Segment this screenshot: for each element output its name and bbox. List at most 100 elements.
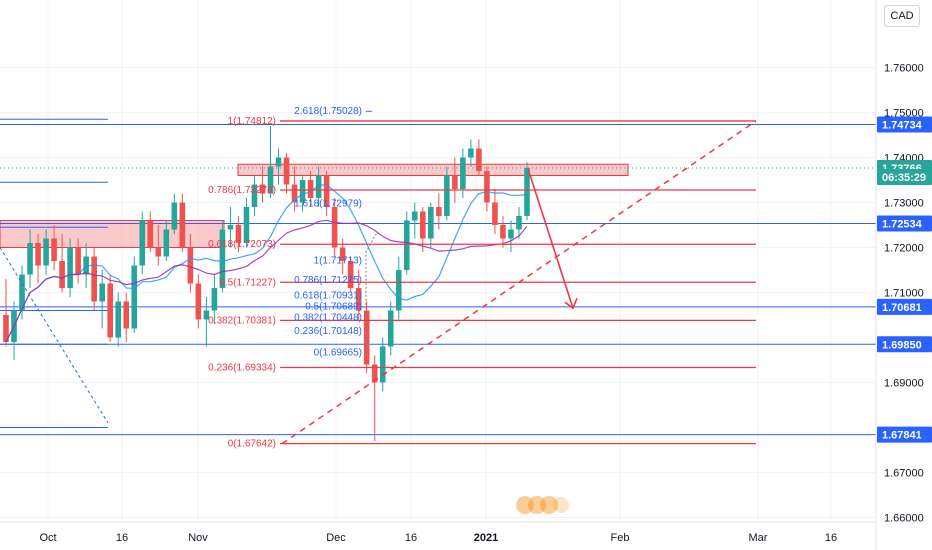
candle-body	[3, 315, 9, 342]
fib-level-label: 0.5(1.71227)	[219, 277, 276, 288]
price-tag-box	[877, 426, 932, 443]
candle-body	[347, 261, 354, 288]
candle-body	[235, 225, 242, 243]
price-tag-label: 1.74734	[882, 119, 923, 131]
fib-ext-label: 0(1.69665)	[314, 348, 362, 359]
candle-body	[139, 220, 146, 266]
candle-body	[107, 283, 113, 338]
fib-ext-label: 2.618(1.75028)	[294, 106, 362, 117]
candle-body	[59, 261, 65, 288]
supply-zone	[237, 163, 629, 176]
candle-body	[251, 184, 258, 207]
price-tag-box	[877, 215, 932, 232]
x-tick-label: Nov	[188, 532, 208, 544]
candle-body	[219, 229, 226, 288]
price-tag-label: 1.69850	[882, 339, 922, 351]
fib-level-label: 0.786(1.73278)	[208, 185, 276, 196]
x-tick-label: Mar	[749, 532, 768, 544]
candle-body	[267, 166, 274, 194]
candle-body	[195, 283, 202, 320]
price-tag-box	[877, 336, 932, 353]
arrow-head-icon	[564, 297, 578, 310]
y-tick-label: 1.76000	[884, 63, 924, 75]
candle-body	[131, 265, 138, 329]
candle-body	[91, 256, 97, 302]
y-tick-label: 1.69000	[884, 378, 924, 390]
candle-body	[395, 270, 402, 311]
candle-body	[259, 184, 266, 194]
candle-body	[171, 202, 178, 230]
dashed-trendline	[281, 120, 757, 445]
projection-arrow	[527, 168, 574, 309]
x-tick-label: Dec	[326, 532, 346, 544]
fib-level-label: 0.618(1.72073)	[208, 239, 276, 250]
x-tick-label: 2021	[474, 532, 498, 544]
candle-body	[339, 247, 346, 261]
fib-ext-label: 0.236(1.70148)	[294, 326, 362, 337]
candle-body	[179, 202, 186, 248]
candle-body	[227, 225, 234, 230]
candle-body	[211, 288, 218, 311]
price-tag-box	[877, 169, 932, 186]
candle-body	[51, 238, 57, 261]
y-tick-label: 1.66000	[884, 513, 924, 525]
price-tag-box	[877, 298, 932, 315]
y-tick-label: 1.71000	[884, 288, 924, 300]
x-tick-label: Oct	[39, 532, 56, 544]
candle-body	[460, 157, 466, 189]
dotted-trendline	[0, 247, 109, 424]
candle-body	[155, 247, 162, 257]
candle-body	[99, 283, 105, 302]
moving-average-line	[5, 184, 528, 343]
candle-body	[163, 229, 170, 257]
candle-body	[187, 247, 194, 284]
price-tag-label: 1.72534	[882, 218, 923, 230]
candle-body	[444, 175, 450, 216]
candle-body	[436, 207, 442, 216]
x-tick-label: 16	[405, 532, 417, 544]
candle-body	[27, 243, 33, 275]
candle-body	[291, 184, 298, 203]
candle-body	[379, 346, 386, 383]
candle-body	[275, 157, 282, 167]
candle-body	[468, 148, 474, 158]
candle-body	[492, 202, 498, 225]
tradingview-logo-icon	[516, 496, 569, 514]
candle-body	[355, 288, 362, 311]
candle-body	[43, 238, 49, 266]
candle-body	[147, 220, 154, 248]
candle-body	[203, 310, 210, 320]
candle-body	[243, 207, 250, 243]
candle-body	[516, 216, 522, 230]
candle-body	[371, 364, 378, 383]
fib-ext-label: 0.618(1.70931)	[294, 291, 362, 302]
fib-ext-label: 1.618(1.72979)	[294, 198, 362, 209]
y-tick-label: 1.72000	[884, 243, 924, 255]
fib-level-label: 0.236(1.69334)	[208, 362, 276, 373]
fib-level-label: 0.382(1.70381)	[208, 315, 276, 326]
candle-body	[67, 247, 73, 288]
candle-body	[524, 168, 530, 216]
fib-ext-label: 0.786(1.71275)	[294, 275, 362, 286]
candle-body	[35, 243, 41, 266]
x-tick-label: 16	[116, 532, 128, 544]
candle-body	[508, 229, 514, 239]
candle-body	[307, 180, 314, 198]
candle-body	[299, 180, 306, 203]
candle-body	[331, 207, 338, 248]
price-tag-label: 06:35:29	[882, 172, 926, 184]
candle-body	[428, 207, 434, 239]
currency-badge[interactable]: CAD	[884, 5, 920, 27]
candle-body	[420, 211, 426, 239]
candle-body	[363, 310, 370, 365]
fib-level-label: 0(1.67642)	[228, 439, 276, 450]
fib-ext-label: 0.382(1.70448)	[294, 312, 362, 323]
y-tick-label: 1.67000	[884, 468, 924, 480]
candle-body	[323, 175, 330, 207]
x-tick-label: Feb	[611, 532, 630, 544]
candle-body	[315, 175, 322, 198]
candle-body	[500, 225, 506, 239]
fib-level-label: 1(1.74812)	[228, 116, 276, 127]
price-tag-box	[877, 116, 932, 133]
